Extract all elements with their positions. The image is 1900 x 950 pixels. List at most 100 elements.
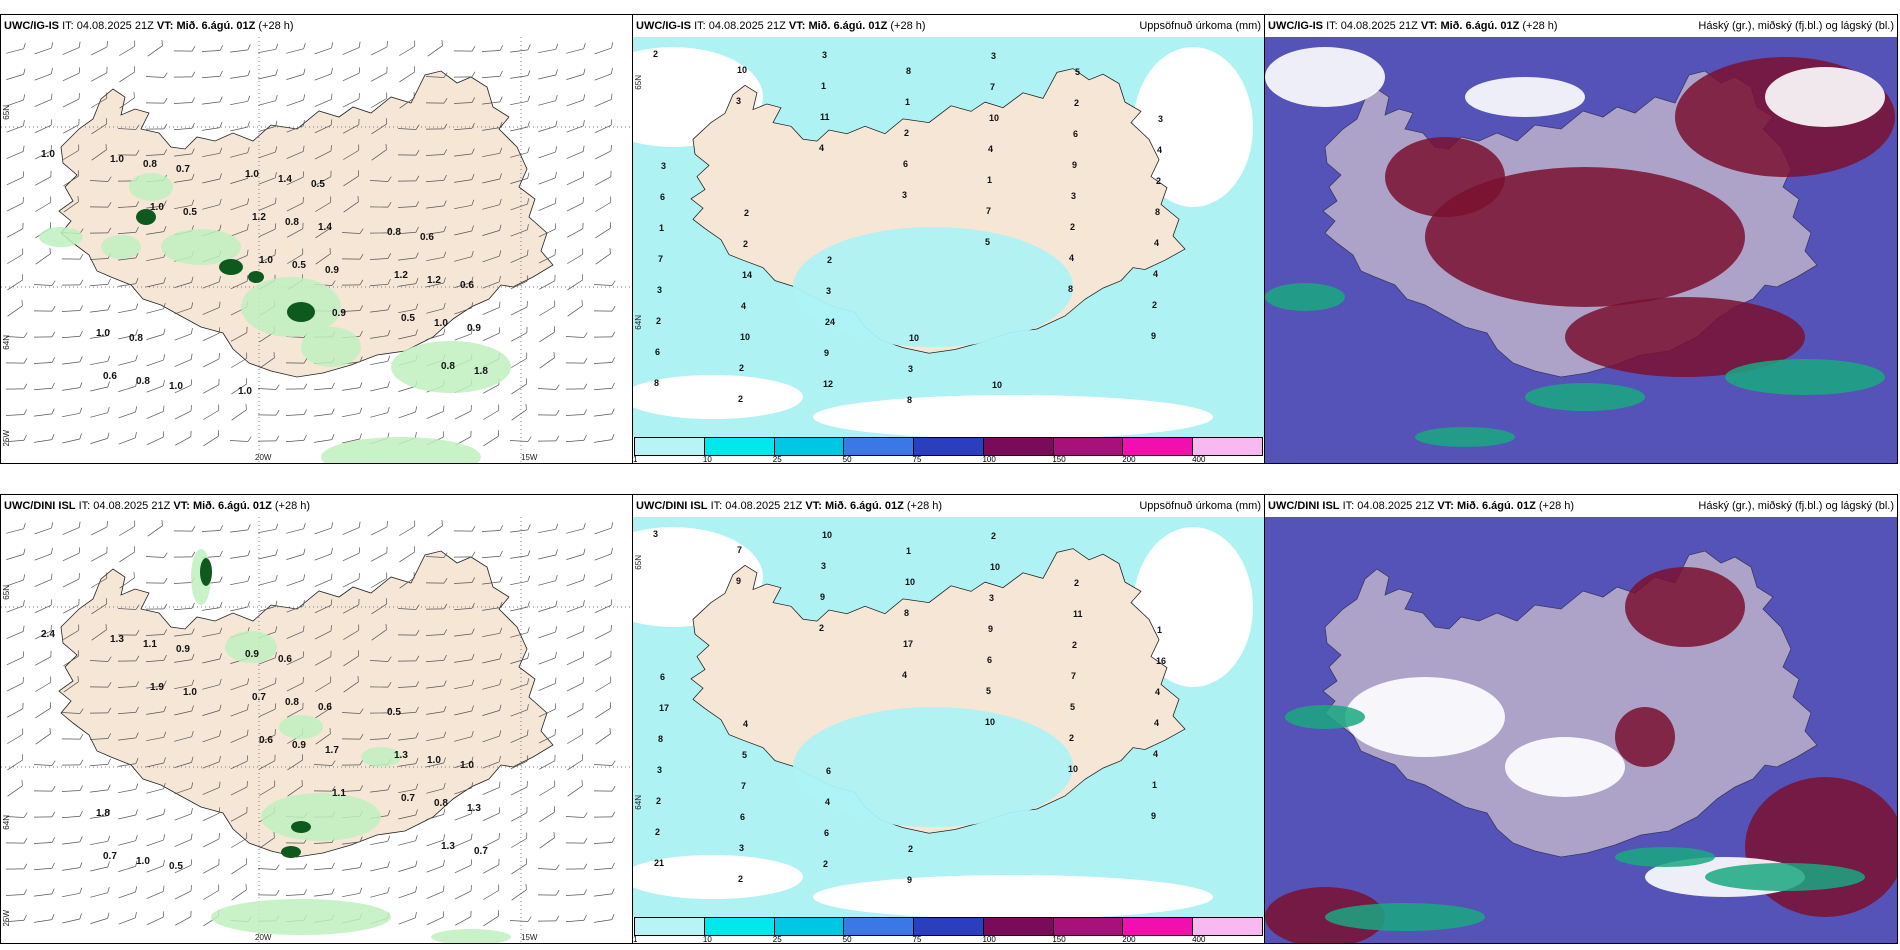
wind-barb-feather: [611, 42, 614, 49]
wind-barb: [426, 277, 446, 288]
wind-barb: [482, 122, 503, 131]
wind-barb: [118, 380, 138, 392]
wind-barb: [202, 96, 223, 105]
wind-barb: [118, 303, 139, 314]
wind-barb: [314, 145, 332, 160]
wind-barb-feather: [191, 551, 196, 558]
wind-barb-feather: [21, 754, 23, 761]
wind-barb-feather: [163, 200, 167, 207]
wind-barb: [146, 302, 166, 314]
wind-barb-staff: [482, 555, 500, 559]
wind-barb: [482, 730, 502, 743]
wind-barb-staff: [258, 48, 276, 54]
wind-barb-staff: [202, 281, 220, 289]
wind-barb: [61, 785, 84, 792]
wind-barb: [510, 755, 529, 770]
precip-area: [793, 227, 1073, 347]
wind-barb: [62, 356, 83, 365]
precip-value-label: 2: [1152, 300, 1157, 310]
wind-barb: [482, 678, 502, 690]
wind-barb: [454, 225, 474, 236]
wind-barb-staff: [370, 386, 388, 392]
precip-value-label: 6: [987, 655, 992, 665]
wind-barb: [35, 727, 51, 745]
precip-value-label: 1.3: [441, 841, 455, 852]
wind-barb: [286, 197, 304, 212]
wind-barb: [482, 781, 501, 795]
wind-barb: [343, 170, 359, 187]
wind-barb: [482, 250, 502, 263]
wind-barb: [397, 604, 420, 610]
wind-barb: [454, 679, 475, 690]
precip-value-label: 1.0: [238, 386, 252, 397]
wind-barb-staff: [257, 868, 277, 870]
wind-barb-staff: [62, 335, 80, 339]
wind-barb-feather: [385, 623, 387, 630]
wind-barb: [230, 198, 250, 211]
wind-barb-staff: [174, 384, 192, 394]
wind-barb-staff: [174, 890, 192, 900]
wind-barb: [425, 123, 448, 130]
wind-barb-feather: [555, 915, 560, 922]
wind-barb-staff: [425, 556, 445, 558]
wind-barb-feather: [218, 353, 220, 359]
wind-barb-staff: [89, 180, 109, 182]
wind-barb-staff: [482, 75, 500, 79]
wind-barb: [63, 195, 79, 213]
precip-value-label: 2: [653, 49, 658, 59]
wind-barb: [146, 226, 167, 235]
wind-barb: [539, 300, 556, 316]
wind-barb-feather: [107, 886, 110, 893]
wind-barb-feather: [358, 144, 360, 151]
precip-value-label: 4: [1153, 749, 1158, 759]
colorbar-cell: [635, 438, 705, 455]
wind-barb: [482, 807, 501, 822]
wind-barb: [426, 757, 446, 768]
wind-barb-feather: [275, 43, 279, 50]
wind-barb: [482, 627, 503, 638]
panel-r0-wind: UWC/IG-IS IT: 04.08.2025 21Z VT: Mið. 6.…: [0, 14, 633, 464]
wind-barb-staff: [426, 788, 444, 794]
wind-barb: [341, 305, 364, 312]
wind-barb-staff: [6, 605, 24, 613]
wind-barb: [511, 832, 528, 848]
wind-barb-staff: [286, 682, 304, 692]
wind-barb: [145, 629, 168, 636]
wind-barb: [147, 519, 163, 537]
wind-barb: [35, 702, 51, 719]
wind-barb: [202, 327, 221, 342]
wind-barb-feather: [23, 863, 28, 870]
wind-barb-feather: [163, 757, 166, 764]
wind-barb: [118, 886, 138, 899]
model-name: UWC/IG-IS: [4, 20, 59, 32]
wind-barb-feather: [161, 39, 163, 46]
wind-barb: [174, 705, 194, 716]
wind-barb: [6, 197, 24, 212]
wind-barb: [370, 784, 391, 793]
wind-barb: [511, 352, 528, 368]
init-time: 04.08.2025 21Z: [1357, 500, 1435, 512]
wind-barb-feather: [161, 519, 163, 526]
wind-barb-staff: [566, 125, 584, 133]
precip-value-label: 4: [1154, 718, 1159, 728]
wind-barb: [511, 883, 527, 901]
wind-barb-feather: [359, 836, 363, 843]
precip-value-label: 8: [658, 734, 663, 744]
wind-barb-feather: [302, 625, 305, 632]
precip-value-label: 12: [823, 379, 833, 389]
wind-barb-feather: [583, 94, 586, 101]
wind-barb: [6, 548, 26, 560]
wind-barb-staff: [538, 228, 556, 238]
wind-barb-staff: [258, 683, 276, 691]
wind-barb-feather: [51, 837, 56, 843]
wind-barb-feather: [359, 254, 364, 260]
wind-barb-feather: [163, 680, 167, 687]
wind-barb-feather: [163, 72, 168, 78]
wind-barb: [425, 552, 448, 558]
wind-barb-staff: [202, 127, 220, 131]
wind-barb-staff: [258, 126, 276, 132]
precip-area: [39, 227, 83, 247]
wind-barb-feather: [302, 248, 304, 255]
wind-barb-staff: [510, 555, 528, 559]
wind-barb: [341, 254, 364, 260]
